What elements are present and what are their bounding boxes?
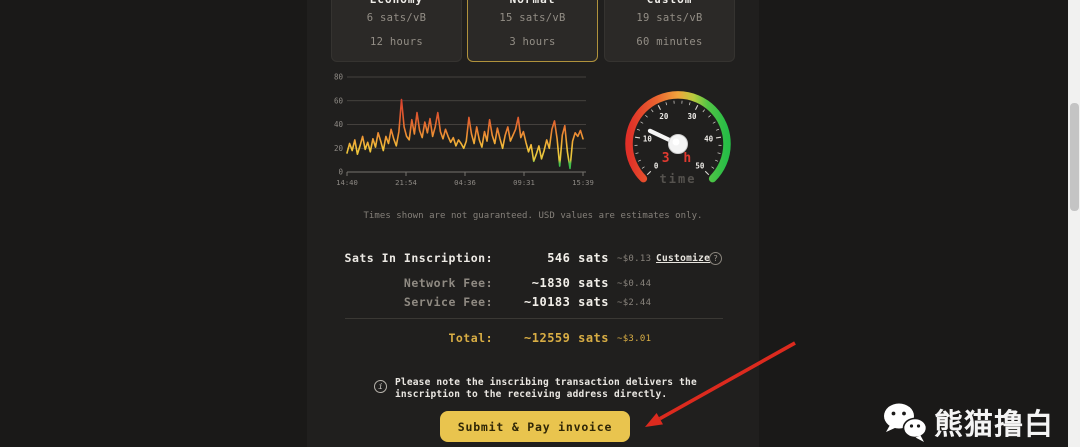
gauge-value-label: 3 h xyxy=(661,151,695,166)
network-fee-usd: ~$0.44 xyxy=(617,279,652,289)
total-usd: ~$3.01 xyxy=(617,334,652,344)
content-panel xyxy=(307,0,759,447)
confirmation-time-gauge: 0 10 20 30 40 50 xyxy=(625,91,731,183)
service-fee-usd: ~$2.44 xyxy=(617,298,652,308)
fee-option-rate: 15 sats/vB xyxy=(499,12,566,24)
network-fee-value: ~1830 sats xyxy=(531,276,609,290)
svg-text:20: 20 xyxy=(659,112,669,121)
total-label: Total: xyxy=(448,331,493,345)
svg-text:20: 20 xyxy=(334,144,344,153)
svg-text:50: 50 xyxy=(695,161,705,170)
fee-history-chart: 0 20 40 60 80 14:40 21:54 04:36 09:31 15:39 xyxy=(334,73,594,187)
fee-option-title: Economy xyxy=(332,0,461,6)
svg-text:60: 60 xyxy=(334,96,344,105)
fee-option-economy[interactable]: Economy 6 sats/vB 12 hours xyxy=(331,0,462,62)
svg-text:40: 40 xyxy=(704,135,714,144)
svg-text:21:54: 21:54 xyxy=(395,178,417,187)
scrollbar-thumb[interactable] xyxy=(1070,103,1079,211)
help-icon[interactable]: ? xyxy=(709,252,722,265)
fee-option-rate: 6 sats/vB xyxy=(366,12,427,24)
svg-text:14:40: 14:40 xyxy=(336,178,358,187)
sats-in-inscription-value: 546 sats xyxy=(547,251,609,265)
customize-link[interactable]: Customize xyxy=(656,253,711,264)
fee-option-eta: 60 minutes xyxy=(636,36,703,48)
svg-text:04:36: 04:36 xyxy=(454,178,476,187)
svg-text:0: 0 xyxy=(338,168,343,177)
submit-pay-invoice-button[interactable]: Submit & Pay invoice xyxy=(440,411,630,442)
gauge-caption: time xyxy=(659,172,697,186)
arrow-head xyxy=(645,413,663,427)
disclaimer-text: Times shown are not guaranteed. USD valu… xyxy=(363,211,703,221)
svg-text:15:39: 15:39 xyxy=(572,178,594,187)
arrow-shaft xyxy=(658,341,796,421)
fee-option-eta: 3 hours xyxy=(509,36,556,48)
wechat-icon xyxy=(884,403,928,442)
svg-text:10: 10 xyxy=(643,135,653,144)
network-fee-label: Network Fee: xyxy=(403,276,493,290)
svg-text:09:31: 09:31 xyxy=(513,178,535,187)
watermark-text: 熊猫撸白 xyxy=(934,407,1055,441)
service-fee-label: Service Fee: xyxy=(403,295,493,309)
info-icon: i xyxy=(374,380,387,393)
note-line-2: inscription to the receiving address dir… xyxy=(395,388,668,400)
scrollbar-track[interactable] xyxy=(1068,0,1080,447)
note-line-1: Please note the inscribing transaction d… xyxy=(395,377,697,388)
annotation-arrow xyxy=(645,341,796,427)
sats-in-inscription-usd: ~$0.13 xyxy=(617,254,652,264)
total-divider xyxy=(345,318,723,319)
svg-text:80: 80 xyxy=(334,73,344,82)
svg-text:30: 30 xyxy=(688,112,698,121)
sats-in-inscription-label: Sats In Inscription: xyxy=(344,251,493,265)
fee-option-rate: 19 sats/vB xyxy=(636,12,703,24)
fee-option-custom[interactable]: Custom 19 sats/vB 60 minutes xyxy=(604,0,735,62)
total-value: ~12559 sats xyxy=(524,331,609,345)
fee-option-title: Custom xyxy=(605,0,734,6)
fee-option-title: Normal xyxy=(468,0,597,6)
note-text: Please note the inscribing transaction d… xyxy=(395,377,725,400)
service-fee-value: ~10183 sats xyxy=(524,295,609,309)
fee-option-eta: 12 hours xyxy=(370,36,423,48)
gauge-arc xyxy=(625,91,731,183)
svg-text:40: 40 xyxy=(334,120,344,129)
fee-option-normal[interactable]: Normal 15 sats/vB 3 hours xyxy=(467,0,598,62)
svg-text:0: 0 xyxy=(654,161,659,170)
